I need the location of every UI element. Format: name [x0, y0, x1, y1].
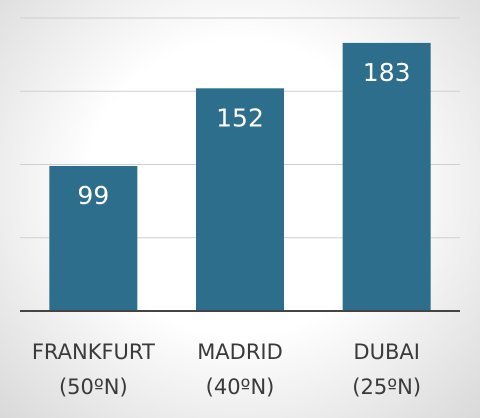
- x-tick-label: FRANKFURT: [32, 340, 155, 364]
- value-label: 152: [216, 103, 264, 132]
- bar: [196, 88, 284, 311]
- bar: [49, 165, 138, 311]
- x-tick-label: MADRID: [197, 340, 283, 364]
- x-tick-label: (50ºN): [59, 375, 128, 399]
- value-label: 99: [77, 181, 109, 210]
- x-tick-label: (25ºN): [352, 375, 421, 399]
- value-label: 183: [363, 58, 411, 87]
- x-tick-label: (40ºN): [206, 375, 275, 399]
- x-tick-label: DUBAI: [353, 340, 420, 364]
- bar: [342, 42, 431, 311]
